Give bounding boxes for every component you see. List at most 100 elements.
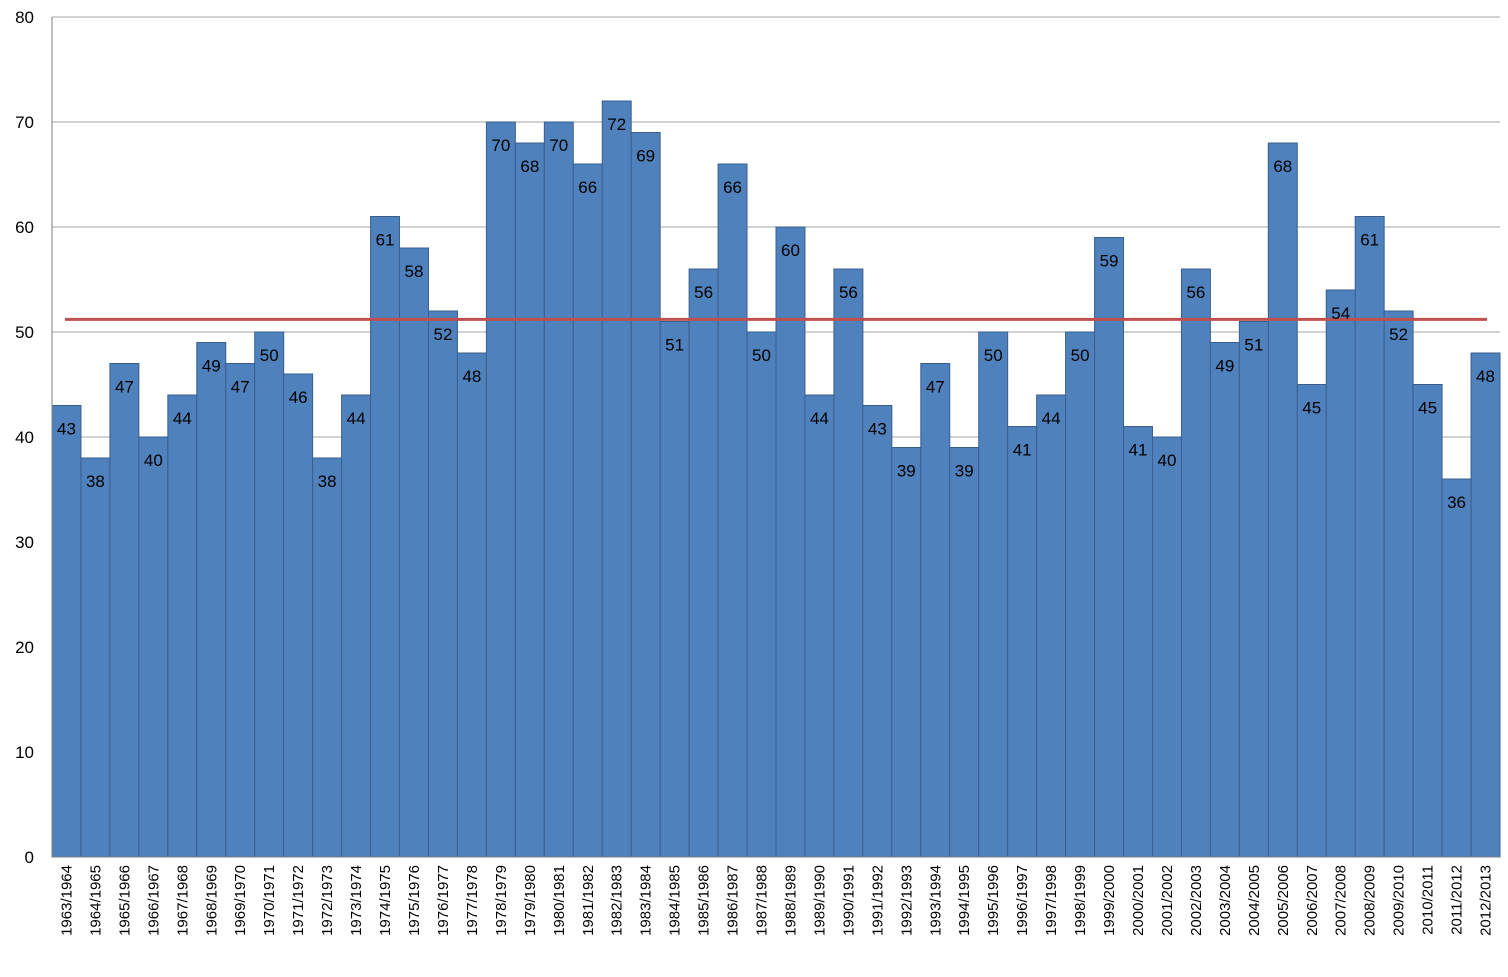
data-label: 56 bbox=[1186, 283, 1205, 302]
data-label: 41 bbox=[1129, 441, 1148, 460]
y-tick-label: 80 bbox=[15, 8, 34, 27]
data-label: 44 bbox=[810, 409, 829, 428]
data-label: 38 bbox=[86, 472, 105, 491]
x-tick-label: 1976/1977 bbox=[435, 865, 452, 936]
x-tick-label: 1992/1993 bbox=[898, 865, 915, 936]
x-tick-label: 1991/1992 bbox=[869, 865, 886, 936]
bar bbox=[949, 447, 980, 858]
data-label: 50 bbox=[752, 346, 771, 365]
x-tick-label: 2010/2011 bbox=[1420, 865, 1437, 935]
bar bbox=[630, 132, 661, 858]
x-tick-label: 1996/1997 bbox=[1014, 865, 1031, 936]
bar bbox=[1383, 310, 1414, 858]
bar bbox=[138, 436, 169, 858]
x-tick-label: 1963/1964 bbox=[58, 865, 75, 936]
x-tick-label: 1990/1991 bbox=[840, 865, 857, 936]
data-label: 40 bbox=[144, 451, 163, 470]
data-label: 44 bbox=[1042, 409, 1061, 428]
bar bbox=[833, 268, 864, 858]
data-label: 38 bbox=[318, 472, 337, 491]
data-label: 68 bbox=[1273, 157, 1292, 176]
x-tick-label: 2007/2008 bbox=[1333, 865, 1350, 936]
x-tick-label: 1995/1996 bbox=[985, 865, 1002, 936]
x-tick-label: 1997/1998 bbox=[1043, 865, 1060, 936]
x-tick-label: 1999/2000 bbox=[1101, 865, 1118, 936]
bar bbox=[1354, 216, 1385, 858]
y-tick-label: 30 bbox=[15, 533, 34, 552]
x-tick-label: 1982/1983 bbox=[609, 865, 626, 936]
y-tick-label: 20 bbox=[15, 638, 34, 657]
data-label: 39 bbox=[897, 462, 916, 481]
data-label: 51 bbox=[665, 336, 684, 355]
bar bbox=[1325, 289, 1356, 858]
x-tick-label: 1986/1987 bbox=[725, 865, 742, 936]
data-label: 61 bbox=[376, 231, 395, 250]
x-tick-label: 1985/1986 bbox=[696, 865, 713, 936]
bar bbox=[51, 405, 82, 858]
x-tick-label: 1980/1981 bbox=[551, 865, 568, 936]
x-tick-label: 1964/1965 bbox=[87, 865, 104, 936]
y-axis-ticks: 0 10 20 30 40 50 60 70 80 bbox=[15, 8, 34, 867]
data-label: 40 bbox=[1157, 451, 1176, 470]
x-tick-label: 1984/1985 bbox=[667, 865, 684, 936]
data-label: 47 bbox=[115, 378, 134, 397]
bar bbox=[456, 352, 487, 858]
data-label: 66 bbox=[723, 178, 742, 197]
data-label: 46 bbox=[289, 388, 308, 407]
bar bbox=[775, 226, 806, 858]
x-tick-label: 1970/1971 bbox=[261, 865, 278, 936]
x-tick-label: 2009/2010 bbox=[1391, 865, 1408, 936]
data-label: 48 bbox=[1476, 367, 1495, 386]
x-tick-label: 2001/2002 bbox=[1159, 865, 1176, 936]
bar bbox=[659, 321, 690, 858]
bar bbox=[804, 394, 835, 858]
data-label: 36 bbox=[1447, 493, 1466, 512]
data-label: 50 bbox=[984, 346, 1003, 365]
bar bbox=[1412, 384, 1443, 858]
x-tick-label: 1967/1968 bbox=[174, 865, 191, 936]
x-tick-label: 1998/1999 bbox=[1072, 865, 1089, 936]
x-tick-label: 1988/1989 bbox=[782, 865, 799, 936]
bar bbox=[1267, 142, 1298, 858]
data-label: 43 bbox=[57, 420, 76, 439]
bar bbox=[1441, 478, 1472, 858]
bar bbox=[1151, 436, 1182, 858]
data-label: 68 bbox=[520, 157, 539, 176]
data-label: 50 bbox=[1071, 346, 1090, 365]
x-tick-label: 2012/2013 bbox=[1478, 865, 1495, 936]
x-tick-label: 2006/2007 bbox=[1304, 865, 1321, 936]
x-tick-label: 1978/1979 bbox=[493, 865, 510, 936]
data-label: 54 bbox=[1331, 304, 1350, 323]
data-labels: 43 38 47 40 44 49 47 50 46 38 44 61 58 52 48 70 68 70 66 72… bbox=[57, 115, 1495, 512]
x-tick-label: 1979/1980 bbox=[522, 865, 539, 936]
bar bbox=[312, 457, 343, 858]
bar bbox=[891, 447, 922, 858]
x-tick-label: 2004/2005 bbox=[1246, 865, 1263, 936]
bar bbox=[109, 363, 140, 858]
y-tick-label: 0 bbox=[25, 848, 34, 867]
x-tick-label: 2003/2004 bbox=[1217, 865, 1234, 936]
data-label: 58 bbox=[405, 262, 424, 281]
bar bbox=[1036, 394, 1067, 858]
data-label: 48 bbox=[462, 367, 481, 386]
data-label: 43 bbox=[868, 420, 887, 439]
bar bbox=[717, 163, 748, 858]
bar bbox=[601, 100, 632, 858]
x-tick-label: 1971/1972 bbox=[290, 865, 307, 936]
axes bbox=[51, 17, 1500, 858]
bar bbox=[427, 310, 458, 858]
data-label: 61 bbox=[1360, 231, 1379, 250]
bar bbox=[167, 394, 198, 858]
x-tick-label: 1983/1984 bbox=[638, 865, 655, 936]
x-tick-label: 1977/1978 bbox=[464, 865, 481, 936]
bar bbox=[1065, 331, 1096, 858]
x-tick-label: 1966/1967 bbox=[145, 865, 162, 936]
x-tick-label: 2002/2003 bbox=[1188, 865, 1205, 936]
data-label: 69 bbox=[636, 147, 655, 166]
y-tick-label: 40 bbox=[15, 428, 34, 447]
bar bbox=[862, 405, 893, 858]
data-label: 70 bbox=[549, 136, 568, 155]
bar bbox=[1209, 342, 1240, 858]
x-tick-label: 1973/1974 bbox=[348, 865, 365, 936]
